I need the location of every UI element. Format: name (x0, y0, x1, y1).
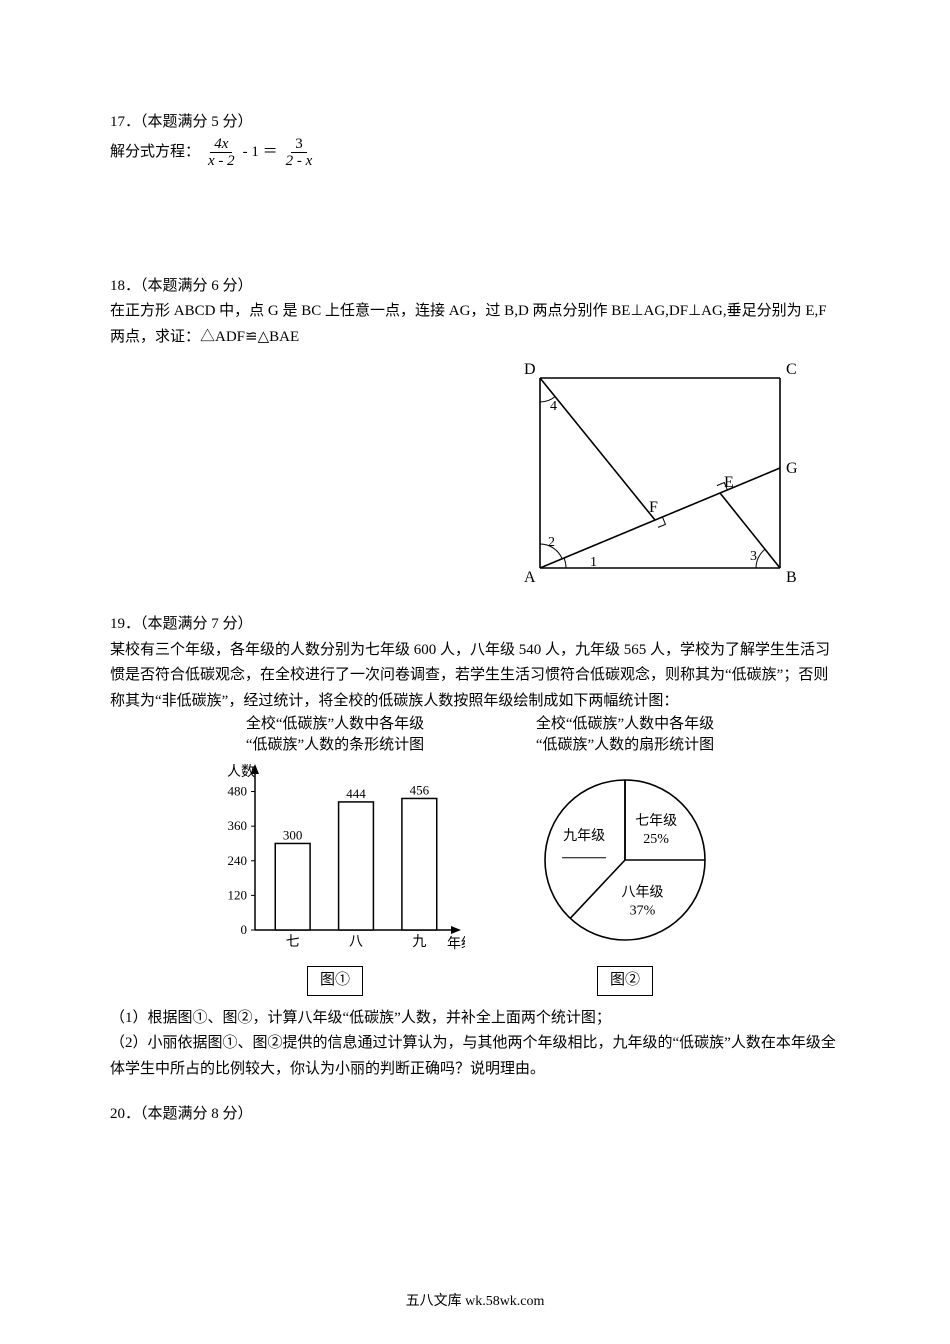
svg-text:C: C (786, 361, 797, 378)
svg-text:B: B (786, 569, 797, 586)
svg-text:1: 1 (590, 555, 597, 570)
svg-text:F: F (649, 499, 658, 516)
svg-text:3: 3 (750, 549, 757, 564)
svg-text:七年级: 七年级 (635, 813, 677, 829)
svg-text:九: 九 (412, 934, 426, 950)
svg-text:120: 120 (228, 887, 248, 902)
svg-text:年级: 年级 (447, 936, 465, 952)
pie-chart-col: 全校“低碳族”人数中各年级 “低碳族”人数的扇形统计图 七年级 25% 八年级 37%… (505, 714, 745, 996)
pie-chart: 七年级 25% 八年级 37% 九年级 (505, 760, 745, 960)
question-19: 19．（本题满分 7 分） 某校有三个年级，各年级的人数分别为七年级 600 人… (110, 612, 840, 1082)
bar-title: 全校“低碳族”人数中各年级 “低碳族”人数的条形统计图 (246, 714, 424, 756)
svg-text:0: 0 (241, 922, 248, 937)
svg-text:4: 4 (550, 399, 557, 414)
bar-chart-col: 全校“低碳族”人数中各年级 “低碳族”人数的条形统计图 0 120 240 360 48… (205, 714, 465, 996)
q19-text: 某校有三个年级，各年级的人数分别为七年级 600 人，八年级 540 人，九年级… (110, 638, 840, 715)
q17-frac2: 3 2 - x (282, 136, 317, 170)
svg-text:七: 七 (286, 934, 300, 950)
q17-prefix: 解分式方程： (110, 140, 200, 166)
q18-text: 在正方形 ABCD 中，点 G 是 BC 上任意一点，连接 AG，过 B,D 两… (110, 299, 840, 350)
svg-text:八: 八 (349, 935, 363, 950)
pie-title: 全校“低碳族”人数中各年级 “低碳族”人数的扇形统计图 (536, 714, 714, 756)
svg-text:25%: 25% (643, 832, 669, 847)
svg-text:人数: 人数 (227, 764, 255, 780)
question-18: 18．（本题满分 6 分） 在正方形 ABCD 中，点 G 是 BC 上任意一点… (110, 274, 840, 599)
q19-sub2: （2）小丽依据图①、图②提供的信息通过计算认为，与其他两个年级相比，九年级的“低… (110, 1031, 840, 1082)
svg-text:240: 240 (228, 853, 248, 868)
q19-charts: 全校“低碳族”人数中各年级 “低碳族”人数的条形统计图 0 120 240 360 48… (110, 714, 840, 996)
svg-text:300: 300 (283, 827, 303, 842)
question-17: 17．（本题满分 5 分） 解分式方程： 4x x - 2 - 1 ＝ 3 2 … (110, 110, 840, 170)
q17-equation: 解分式方程： 4x x - 2 - 1 ＝ 3 2 - x (110, 136, 840, 170)
svg-text:444: 444 (346, 786, 366, 801)
q17-frac1: 4x x - 2 (204, 136, 239, 170)
q19-sub1: （1）根据图①、图②，计算八年级“低碳族”人数，并补全上面两个统计图； (110, 1006, 840, 1032)
bar-caption: 图① (307, 966, 363, 996)
q17-heading: 17．（本题满分 5 分） (110, 110, 840, 136)
svg-text:37%: 37% (630, 903, 656, 918)
q17-mid: - 1 ＝ (243, 140, 278, 166)
svg-text:2: 2 (548, 535, 555, 550)
svg-text:E: E (724, 474, 734, 491)
svg-text:D: D (524, 361, 536, 378)
pie-caption: 图② (597, 966, 653, 996)
svg-text:A: A (524, 569, 536, 586)
bar-chart: 0 120 240 360 480 人数年级 300 七 444 八 456 九 (205, 760, 465, 960)
q19-heading: 19．（本题满分 7 分） (110, 612, 840, 638)
q20-heading: 20．（本题满分 8 分） (110, 1102, 840, 1128)
svg-text:480: 480 (228, 784, 248, 799)
question-20: 20．（本题满分 8 分） (110, 1102, 840, 1128)
svg-text:九年级: 九年级 (563, 828, 605, 844)
svg-text:八年级: 八年级 (621, 884, 663, 900)
page-footer: 五八文库 wk.58wk.com (0, 1290, 950, 1314)
svg-text:360: 360 (228, 818, 248, 833)
q18-heading: 18．（本题满分 6 分） (110, 274, 840, 300)
q18-diagram: A B C D G E F 1 2 3 4 (510, 358, 810, 598)
svg-text:G: G (786, 460, 798, 477)
svg-text:456: 456 (410, 782, 430, 797)
